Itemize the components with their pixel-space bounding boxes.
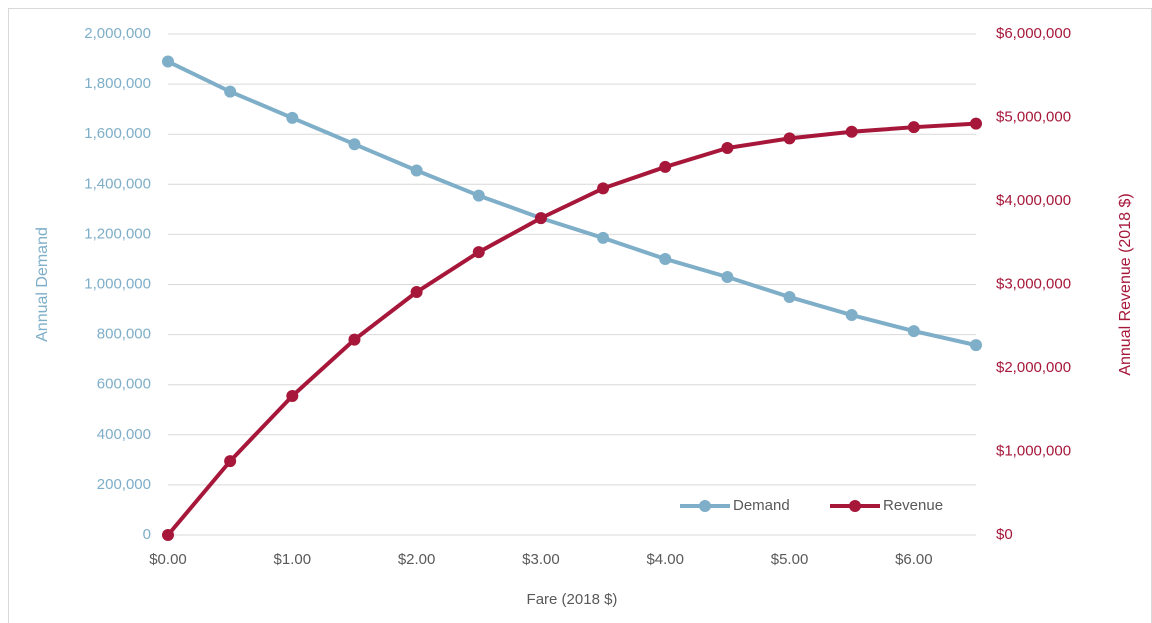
point bbox=[162, 529, 174, 541]
y-tick-label: 400,000 bbox=[97, 426, 151, 443]
point bbox=[845, 125, 858, 138]
x-tick-label: $4.00 bbox=[646, 551, 684, 568]
y-tick-label: 600,000 bbox=[97, 376, 151, 393]
point bbox=[970, 117, 982, 130]
y2-tick-label: $6,000,000 bbox=[996, 25, 1071, 42]
y-tick-label: 1,600,000 bbox=[84, 125, 151, 142]
legend-marker bbox=[849, 500, 861, 512]
y-tick-label: 1,400,000 bbox=[84, 175, 151, 192]
point bbox=[410, 164, 423, 177]
point bbox=[597, 182, 610, 195]
point bbox=[286, 111, 299, 124]
y-tick-label: 1,200,000 bbox=[84, 225, 151, 242]
point bbox=[659, 252, 672, 265]
point bbox=[224, 455, 237, 468]
point bbox=[534, 212, 547, 225]
y-tick-label: 2,000,000 bbox=[84, 25, 151, 42]
y-tick-label: 1,800,000 bbox=[84, 75, 151, 92]
y2-tick-label: $3,000,000 bbox=[996, 275, 1071, 292]
x-tick-label: $5.00 bbox=[771, 551, 809, 568]
x-axis-title: Fare (2018 $) bbox=[527, 591, 618, 608]
point bbox=[907, 121, 920, 134]
point bbox=[907, 325, 920, 338]
point bbox=[410, 286, 423, 299]
x-tick-label: $6.00 bbox=[895, 551, 933, 568]
y2-tick-label: $2,000,000 bbox=[996, 359, 1071, 376]
y2-axis-title: Annual Revenue (2018 $) bbox=[1117, 193, 1134, 375]
point bbox=[472, 189, 485, 202]
point bbox=[286, 389, 299, 402]
y-tick-label: 200,000 bbox=[97, 476, 151, 493]
x-tick-label: $1.00 bbox=[274, 551, 312, 568]
legend-marker bbox=[699, 500, 711, 512]
point bbox=[472, 246, 485, 259]
y-tick-label: 800,000 bbox=[97, 326, 151, 343]
chart-border bbox=[8, 8, 1152, 623]
point bbox=[597, 231, 610, 244]
y-axis-title: Annual Demand bbox=[34, 227, 51, 342]
point bbox=[659, 160, 672, 173]
y2-tick-label: $1,000,000 bbox=[996, 442, 1071, 459]
y-tick-label: 1,000,000 bbox=[84, 275, 151, 292]
y2-tick-label: $5,000,000 bbox=[996, 108, 1071, 125]
point bbox=[721, 270, 734, 283]
y-tick-label: 0 bbox=[143, 526, 151, 543]
x-tick-label: $0.00 bbox=[149, 551, 187, 568]
x-tick-label: $2.00 bbox=[398, 551, 436, 568]
point bbox=[348, 333, 361, 346]
point bbox=[783, 132, 796, 145]
point bbox=[162, 55, 174, 68]
point bbox=[721, 141, 734, 154]
series-line bbox=[166, 121, 977, 537]
x-tick-label: $3.00 bbox=[522, 551, 560, 568]
point bbox=[970, 339, 982, 352]
point bbox=[845, 309, 858, 322]
series-line bbox=[167, 59, 977, 348]
point bbox=[783, 291, 796, 304]
y2-tick-label: $0 bbox=[996, 526, 1013, 543]
point bbox=[224, 85, 237, 98]
point bbox=[348, 138, 361, 151]
legend-label: Revenue bbox=[883, 497, 943, 514]
legend-label: Demand bbox=[733, 497, 790, 514]
y2-tick-label: $4,000,000 bbox=[996, 192, 1071, 209]
